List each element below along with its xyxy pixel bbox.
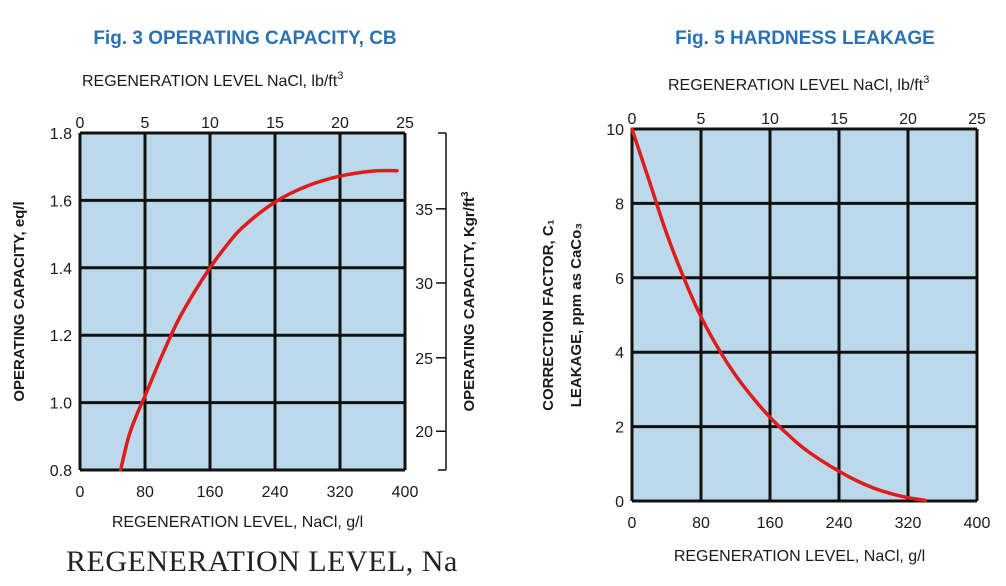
x-tick-label: 240: [826, 515, 853, 532]
top-tick-label: 5: [697, 111, 706, 128]
x-tick-label: 0: [628, 515, 637, 532]
x-axis-label: REGENERATION LEVEL, NaCl, g/l: [674, 548, 925, 565]
top-tick-label: 15: [266, 115, 284, 132]
top-tick-label: 25: [968, 111, 986, 128]
top-tick-label: 20: [331, 115, 349, 132]
x-tick-label: 160: [757, 515, 784, 532]
chart-title: Fig. 3 OPERATING CAPACITY, CB: [93, 28, 396, 49]
x-tick-label: 160: [197, 484, 224, 501]
top-tick-label: 5: [141, 115, 150, 132]
right-tick-label: 20: [415, 424, 433, 441]
y-axis-label-secondary: LEAKAGE, ppm as CaCo₃: [568, 223, 585, 408]
right-tick-label: 25: [415, 351, 433, 368]
x-tick-label: 240: [262, 484, 289, 501]
y-axis-label: CORRECTION FACTOR, C₁: [540, 219, 557, 411]
x-tick-label: 80: [136, 484, 154, 501]
footer-regeneration-level-text: REGENERATION LEVEL, Na: [66, 545, 458, 578]
y-tick-label: 1.0: [50, 396, 72, 413]
y-tick-label: 1.8: [50, 126, 72, 143]
right-tick-label: 30: [415, 276, 433, 293]
right-tick-label: 35: [415, 202, 433, 219]
y-axis-label-right: OPERATING CAPACITY, Kgr/ft3: [460, 191, 478, 411]
chart-title: Fig. 5 HARDNESS LEAKAGE: [675, 28, 935, 49]
top-axis-label: REGENERATION LEVEL NaCl, lb/ft3: [82, 70, 343, 90]
y-tick-label: 1.2: [50, 328, 72, 345]
series-line: [630, 127, 928, 503]
y-tick-label: 6: [615, 271, 624, 288]
series-line: [118, 168, 399, 472]
fig5-hardness-leakage-chart: Fig. 5 HARDNESS LEAKAGE REGENERATION LEVE…: [540, 28, 990, 565]
x-axis-label: REGENERATION LEVEL, NaCl, g/l: [112, 514, 363, 531]
top-axis-label: REGENERATION LEVEL NaCl, lb/ft3: [668, 74, 929, 94]
y-tick-label: 10: [606, 122, 624, 139]
plot-area: [80, 133, 405, 470]
y-tick-label: 1.4: [50, 261, 72, 278]
x-tick-label: 320: [895, 515, 922, 532]
y-axis-label: OPERATING CAPACITY, eq/l: [11, 201, 28, 401]
top-tick-label: 10: [201, 115, 219, 132]
x-tick-label: 80: [692, 515, 710, 532]
y-tick-label: 2: [615, 420, 624, 437]
y-tick-label: 0: [615, 494, 624, 511]
plot-area: [632, 129, 977, 501]
top-tick-label: 20: [899, 111, 917, 128]
top-tick-label: 25: [396, 115, 414, 132]
x-tick-label: 0: [76, 484, 85, 501]
top-tick-label: 10: [761, 111, 779, 128]
x-tick-label: 400: [392, 484, 419, 501]
x-tick-label: 320: [327, 484, 354, 501]
y-tick-label: 8: [615, 196, 624, 213]
y-tick-label: 4: [615, 345, 624, 362]
top-tick-label: 0: [76, 115, 85, 132]
top-tick-label: 15: [830, 111, 848, 128]
top-tick-label: 0: [628, 111, 637, 128]
y-tick-label: 1.6: [50, 193, 72, 210]
fig3-operating-capacity-chart: Fig. 3 OPERATING CAPACITY, CB REGENERATIO…: [11, 28, 478, 531]
y-tick-label: 0.8: [50, 463, 72, 480]
x-tick-label: 400: [964, 515, 991, 532]
